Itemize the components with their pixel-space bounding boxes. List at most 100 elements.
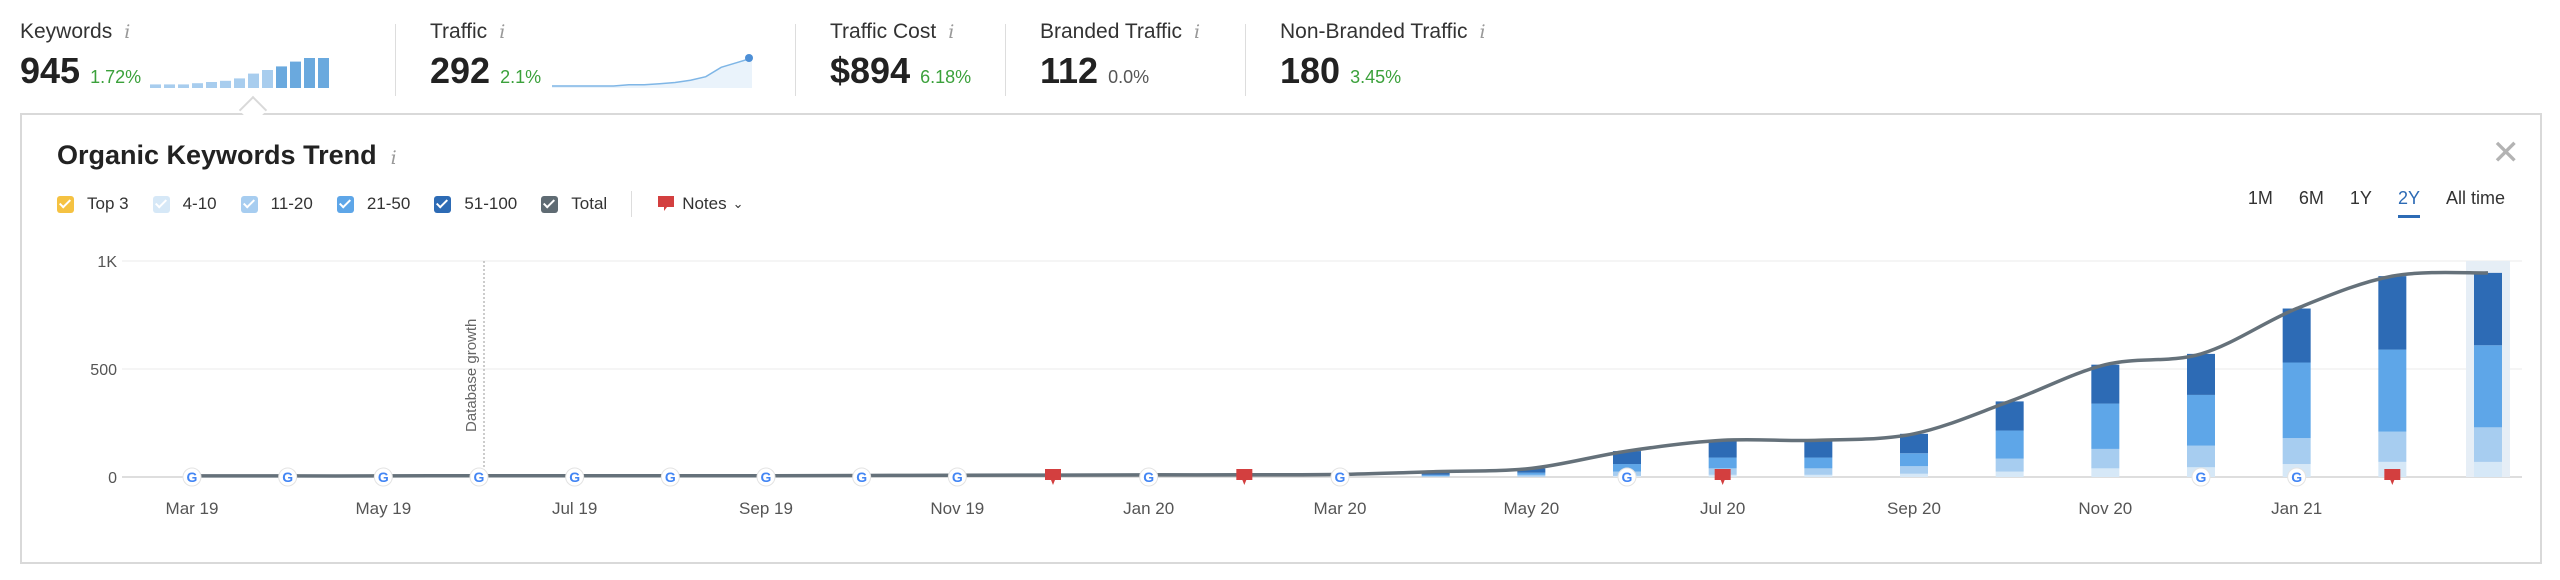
sparkline-line <box>552 57 753 87</box>
legend-21-50[interactable]: 21-50 <box>336 194 410 214</box>
bar-segment <box>1517 472 1546 475</box>
info-icon[interactable]: i <box>499 21 506 43</box>
chart-legend: Top 3 4-10 11-20 21-50 51-100 Total Note… <box>57 191 768 217</box>
bar-segment <box>1708 440 1737 458</box>
google-icon-glyph: G <box>378 469 389 485</box>
sparkline-bar <box>234 78 245 88</box>
metric-label: Keywords <box>20 20 113 43</box>
google-icon-glyph: G <box>1622 469 1633 485</box>
info-icon[interactable]: i <box>948 21 955 43</box>
sparkline-bar <box>304 58 315 88</box>
notes-dropdown[interactable]: Notes ⌄ <box>656 194 744 214</box>
note-marker-icon <box>2384 469 2401 485</box>
google-update-icon: G <box>947 467 967 487</box>
checkbox-51-100[interactable] <box>434 195 452 213</box>
sparkline-point <box>745 54 753 62</box>
traffic-sparkline <box>552 54 753 88</box>
x-tick-label: Mar 19 <box>166 499 219 518</box>
close-icon[interactable]: ✕ <box>2491 134 2521 172</box>
legend-total[interactable]: Total <box>541 194 607 214</box>
divider <box>395 24 396 96</box>
range-2y[interactable]: 2Y <box>2397 188 2420 218</box>
panel-title-text: Organic Keywords Trend <box>57 140 377 170</box>
bar-segment <box>1900 473 1928 477</box>
range-all-time[interactable]: All time <box>2445 188 2505 208</box>
checkbox-4-10[interactable] <box>152 195 170 213</box>
google-icon-glyph: G <box>2196 469 2207 485</box>
legend-top3[interactable]: Top 3 <box>57 194 129 214</box>
metric-delta: 2.1% <box>500 67 542 87</box>
metric-label: Traffic Cost <box>830 20 937 43</box>
panel-title: Organic Keywords Trend i <box>57 140 397 171</box>
bar-segment <box>2091 403 2120 449</box>
bar-segment <box>1517 468 1546 473</box>
google-icon-glyph: G <box>1335 469 1346 485</box>
range-6m[interactable]: 6M <box>2298 188 2324 208</box>
y-tick-label: 0 <box>108 470 117 487</box>
bar-segment <box>2474 461 2502 477</box>
x-tick-label: Nov 20 <box>2078 499 2132 518</box>
google-icon-glyph: G <box>187 469 198 485</box>
bar-segment <box>1900 453 1928 467</box>
legend-label: 11-20 <box>270 194 313 213</box>
bar-segment <box>1995 458 2024 472</box>
google-update-icon: G <box>756 467 776 487</box>
info-icon[interactable]: i <box>124 21 131 43</box>
divider <box>795 24 796 96</box>
divider <box>1245 24 1246 96</box>
sparkline-bar <box>318 58 329 88</box>
google-icon-bg <box>469 467 489 487</box>
x-tick-label: Nov 19 <box>930 499 984 518</box>
google-icon-bg <box>660 467 680 487</box>
divider <box>1005 24 1006 96</box>
legend-4-10[interactable]: 4-10 <box>152 194 217 214</box>
google-icon-bg <box>947 467 967 487</box>
metric-value: $894 <box>830 50 911 91</box>
bar-segment <box>2474 345 2502 428</box>
legend-51-100[interactable]: 51-100 <box>434 194 517 214</box>
info-icon[interactable]: i <box>1479 21 1486 43</box>
metric-label: Traffic <box>430 20 488 43</box>
checkbox-total[interactable] <box>541 195 559 213</box>
legend-11-20[interactable]: 11-20 <box>240 194 313 214</box>
note-marker-icon <box>1045 469 1061 485</box>
google-icon-bg <box>278 467 298 487</box>
legend-divider <box>631 191 633 217</box>
x-tick-label: May 19 <box>355 499 411 518</box>
google-icon-bg <box>1330 467 1350 487</box>
metric-traffic[interactable]: Traffic i 292 2.1% <box>430 20 541 92</box>
legend-label: Top 3 <box>87 194 129 213</box>
info-icon[interactable]: i <box>1194 21 1201 43</box>
total-series-line <box>191 270 2489 478</box>
google-icon-bg <box>2191 467 2211 487</box>
bar-segment <box>1517 474 1546 477</box>
range-1m[interactable]: 1M <box>2247 188 2273 208</box>
range-1y[interactable]: 1Y <box>2349 188 2372 208</box>
metric-value: 292 <box>430 50 491 91</box>
metric-branded-traffic[interactable]: Branded Traffic i 112 0.0% <box>1040 20 1200 92</box>
metric-non-branded-traffic[interactable]: Non-Branded Traffic i 180 3.45% <box>1280 20 1486 92</box>
google-icon-bg <box>852 467 872 487</box>
checkbox-11-20[interactable] <box>240 195 258 213</box>
bar-segment <box>1804 440 1833 458</box>
google-update-icon: G <box>565 467 585 487</box>
google-update-icon: G <box>469 467 489 487</box>
metric-traffic-cost[interactable]: Traffic Cost i $894 6.18% <box>830 20 971 92</box>
checkbox-top3[interactable] <box>57 195 74 213</box>
organic-keywords-panel: Organic Keywords Trend i ✕ Top 3 4-10 11-… <box>20 113 2542 564</box>
bar-segment <box>1804 474 1833 477</box>
google-icon-glyph: G <box>474 469 485 485</box>
google-update-icon: G <box>1617 467 1637 487</box>
bar-segment <box>2378 349 2407 432</box>
sparkline-bar <box>276 66 287 88</box>
metric-keywords[interactable]: Keywords i 945 1.72% <box>20 20 141 92</box>
x-tick-label: Jan 20 <box>1123 499 1174 518</box>
google-icon-bg <box>565 467 585 487</box>
bar-segment <box>1421 475 1450 477</box>
checkbox-21-50[interactable] <box>336 195 354 213</box>
bar-segment <box>2091 364 2120 404</box>
info-icon[interactable]: i <box>390 147 397 169</box>
metric-value: 112 <box>1040 50 1099 91</box>
sparkline-bar <box>164 84 175 88</box>
bar-segment <box>1708 457 1737 469</box>
